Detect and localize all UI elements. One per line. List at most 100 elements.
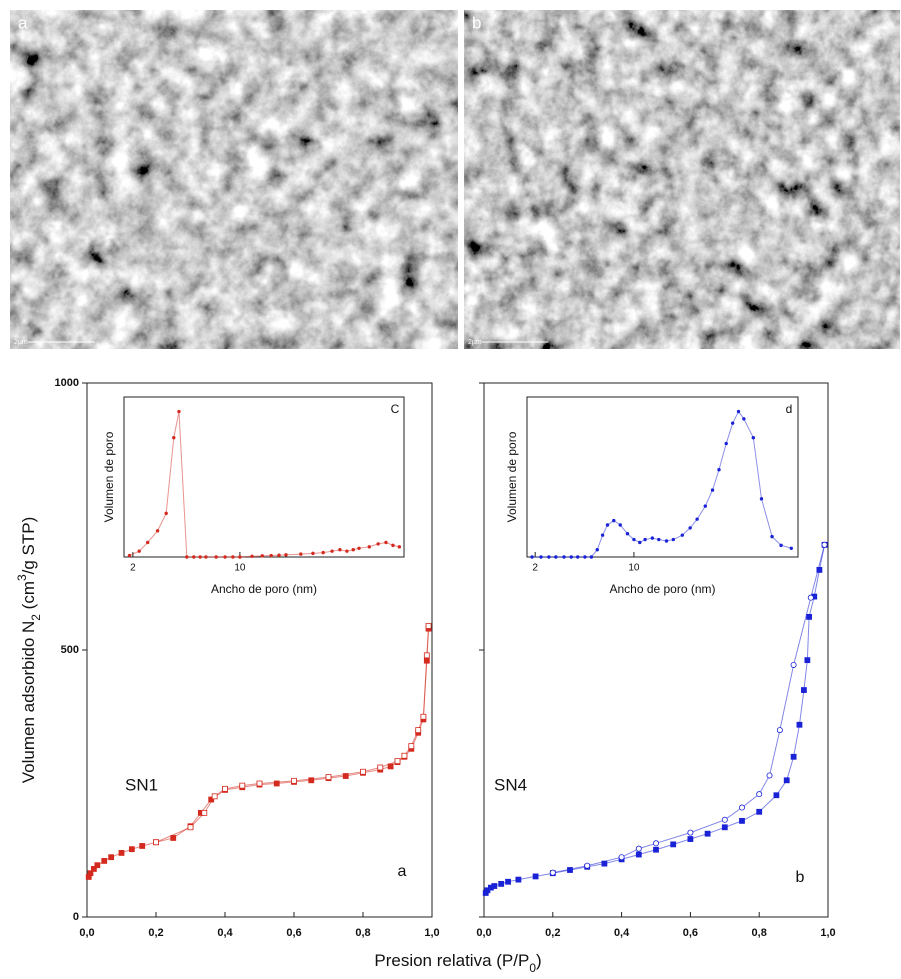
marker	[199, 556, 202, 559]
marker	[584, 556, 587, 559]
marker	[129, 847, 134, 852]
marker	[300, 553, 303, 556]
sem-image	[464, 10, 900, 349]
marker	[358, 547, 361, 550]
marker	[757, 809, 762, 814]
marker	[550, 870, 555, 875]
marker	[531, 556, 534, 559]
marker	[185, 556, 188, 559]
marker	[774, 793, 779, 798]
marker	[202, 810, 207, 815]
marker	[424, 653, 429, 658]
y-tick-label: 1000	[55, 377, 79, 389]
marker	[596, 548, 599, 551]
x-tick-label: 0,4	[614, 927, 630, 939]
marker	[140, 843, 145, 848]
marker	[633, 538, 636, 541]
y-axis-label-part: /g STP)	[19, 517, 38, 575]
marker	[619, 524, 622, 527]
x-tick-label: 0,6	[683, 927, 698, 939]
marker	[636, 846, 641, 851]
marker	[346, 550, 349, 553]
marker	[326, 775, 331, 780]
y-tick-label: 0	[73, 911, 79, 923]
y-axis-label: Volumen de poro	[505, 431, 519, 522]
marker	[570, 556, 573, 559]
marker	[109, 855, 114, 860]
marker	[232, 556, 235, 559]
marker	[711, 489, 714, 492]
x-tick-label: 0,0	[79, 927, 94, 939]
marker	[251, 555, 254, 558]
marker	[722, 825, 727, 830]
marker	[731, 422, 734, 425]
marker	[205, 556, 208, 559]
marker	[612, 519, 615, 522]
marker	[725, 442, 728, 445]
marker	[361, 769, 366, 774]
marker	[421, 714, 426, 719]
marker	[278, 554, 281, 557]
marker	[409, 744, 414, 749]
marker	[331, 550, 334, 553]
marker	[285, 554, 288, 557]
marker	[368, 546, 371, 549]
marker	[760, 498, 763, 501]
marker	[499, 881, 504, 886]
marker	[767, 773, 772, 778]
marker	[270, 554, 273, 557]
annotation: C	[391, 402, 400, 416]
marker	[752, 436, 755, 439]
marker	[626, 532, 629, 535]
x-tick-label: 0,2	[545, 927, 560, 939]
marker	[689, 527, 692, 530]
annotation: a	[398, 863, 407, 880]
marker	[807, 614, 812, 619]
marker	[392, 544, 395, 547]
marker	[339, 548, 342, 551]
x-axis-label-part: Ancho de poro (nm)	[211, 582, 317, 596]
marker	[797, 722, 802, 727]
marker	[172, 436, 175, 439]
marker	[784, 778, 789, 783]
marker	[102, 858, 107, 863]
marker	[696, 518, 699, 521]
x-axis-label-part: Presion relativa (P/P	[374, 951, 529, 970]
marker	[516, 877, 521, 882]
marker	[791, 754, 796, 759]
marker	[743, 418, 746, 421]
marker	[506, 879, 511, 884]
marker	[651, 537, 654, 540]
x-tick-label: 0,8	[752, 927, 767, 939]
marker	[658, 538, 661, 541]
x-tick-label: 2	[532, 563, 538, 574]
figure: a b 2µm 2µm 0,00,20,40,60,81,005001000Vo…	[0, 0, 901, 979]
marker	[292, 778, 297, 783]
marker	[138, 550, 141, 553]
marker	[378, 765, 383, 770]
x-axis-label: Presion relativa (P/P0)	[374, 951, 541, 975]
marker	[416, 728, 421, 733]
marker	[555, 556, 558, 559]
marker	[790, 547, 793, 550]
marker	[644, 538, 647, 541]
image-label: a	[18, 13, 28, 32]
marker	[606, 524, 609, 527]
marker	[312, 552, 315, 555]
marker	[771, 535, 774, 538]
marker	[540, 556, 543, 559]
x-tick-label: 0,8	[355, 927, 370, 939]
marker	[780, 544, 783, 547]
x-tick-label: 10	[628, 563, 640, 574]
marker	[188, 825, 193, 830]
y-axis-label-part: Volumen adsorbido N	[19, 621, 38, 784]
marker	[757, 792, 762, 797]
marker	[638, 541, 641, 544]
marker	[619, 855, 624, 860]
marker	[601, 534, 604, 537]
annotation: b	[796, 869, 805, 886]
marker	[178, 410, 181, 413]
x-axis-label-part: )	[536, 951, 542, 970]
image-label: b	[472, 13, 481, 32]
marker	[533, 874, 538, 879]
